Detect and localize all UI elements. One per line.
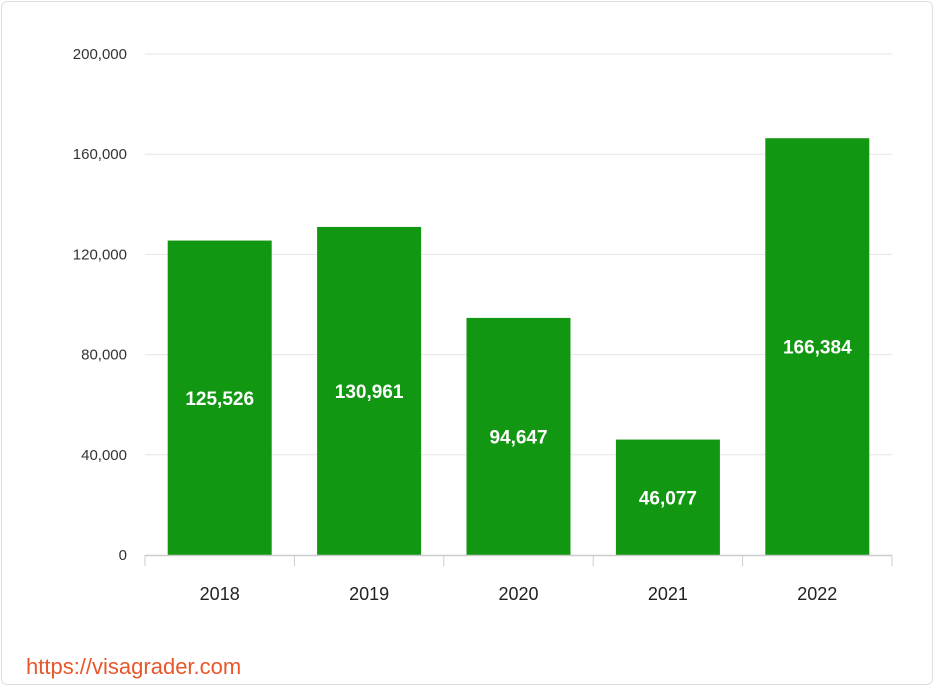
bar-data-label: 130,961 [335,382,404,403]
bar-data-label: 94,647 [489,427,547,448]
bar-data-label: 125,526 [185,389,254,410]
bar-data-label: 166,384 [783,338,852,359]
x-tick-label: 2018 [200,584,240,604]
bar-data-label: 46,077 [639,488,697,509]
bar-chart: 0 40,000 80,000 120,000 160,000 200,000 125,5… [73,46,893,604]
x-tick-label: 2021 [648,584,688,604]
bar-2020 [466,317,571,555]
y-tick-label: 40,000 [81,447,127,464]
bar-2018 [167,240,272,555]
y-axis-ticks: 0 40,000 80,000 120,000 160,000 200,000 [73,46,127,564]
x-tick-label: 2022 [797,584,837,604]
source-link[interactable]: https://visagrader.com [26,654,242,679]
bar-2019 [317,226,422,555]
x-axis-ticks: 2018 2019 2020 2021 2022 [200,584,838,604]
bar-data-labels: 125,526 130,961 94,647 46,077 166,384 [185,338,852,510]
y-tick-label: 0 [119,547,127,564]
x-tick-label: 2019 [349,584,389,604]
bar-2021 [615,439,720,555]
bar-2022 [765,138,870,556]
bars [167,138,870,556]
y-tick-label: 200,000 [73,46,127,63]
y-tick-label: 80,000 [81,347,127,364]
x-axis [144,554,893,566]
y-tick-label: 160,000 [73,146,127,163]
x-tick-label: 2020 [498,584,538,604]
y-tick-label: 120,000 [73,246,127,263]
